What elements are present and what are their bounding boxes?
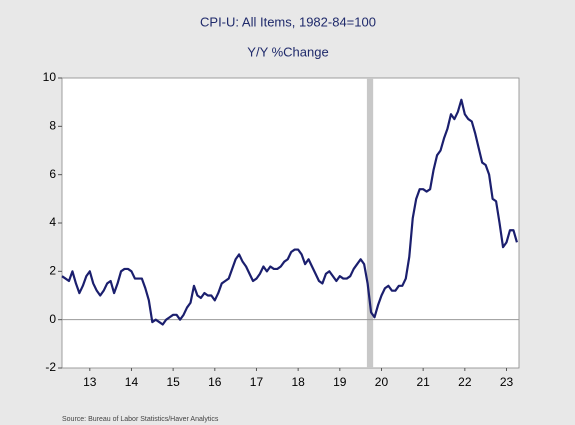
x-tick-label: 15 [166,375,180,389]
y-tick-label: 4 [49,215,56,229]
chart-subtitle: Y/Y %Change [247,44,328,59]
y-tick-label: 8 [49,119,56,133]
y-tick-label: 6 [49,167,56,181]
x-tick-label: 14 [125,375,139,389]
data-line [61,98,518,326]
source-note: Source: Bureau of Labor Statistics/Haver… [62,416,219,423]
recession-shading [366,78,374,368]
y-tick-label: 2 [49,264,56,278]
x-tick-label: 20 [375,375,389,389]
x-tick-label: 18 [291,375,305,389]
x-tick-label: 22 [458,375,472,389]
x-tick-label: 13 [83,375,97,389]
y-tick-label: 0 [49,312,56,326]
chart-title: CPI-U: All Items, 1982-84=100 [200,14,376,29]
x-tick-label: 17 [250,375,264,389]
x-tick-label: 23 [500,375,514,389]
x-tick-label: 19 [333,375,347,389]
plot-area [61,77,520,369]
x-tick-label: 16 [208,375,222,389]
y-tick-label: -2 [45,360,56,374]
y-tick-label: 10 [43,70,57,84]
x-tick-label: 21 [416,375,430,389]
